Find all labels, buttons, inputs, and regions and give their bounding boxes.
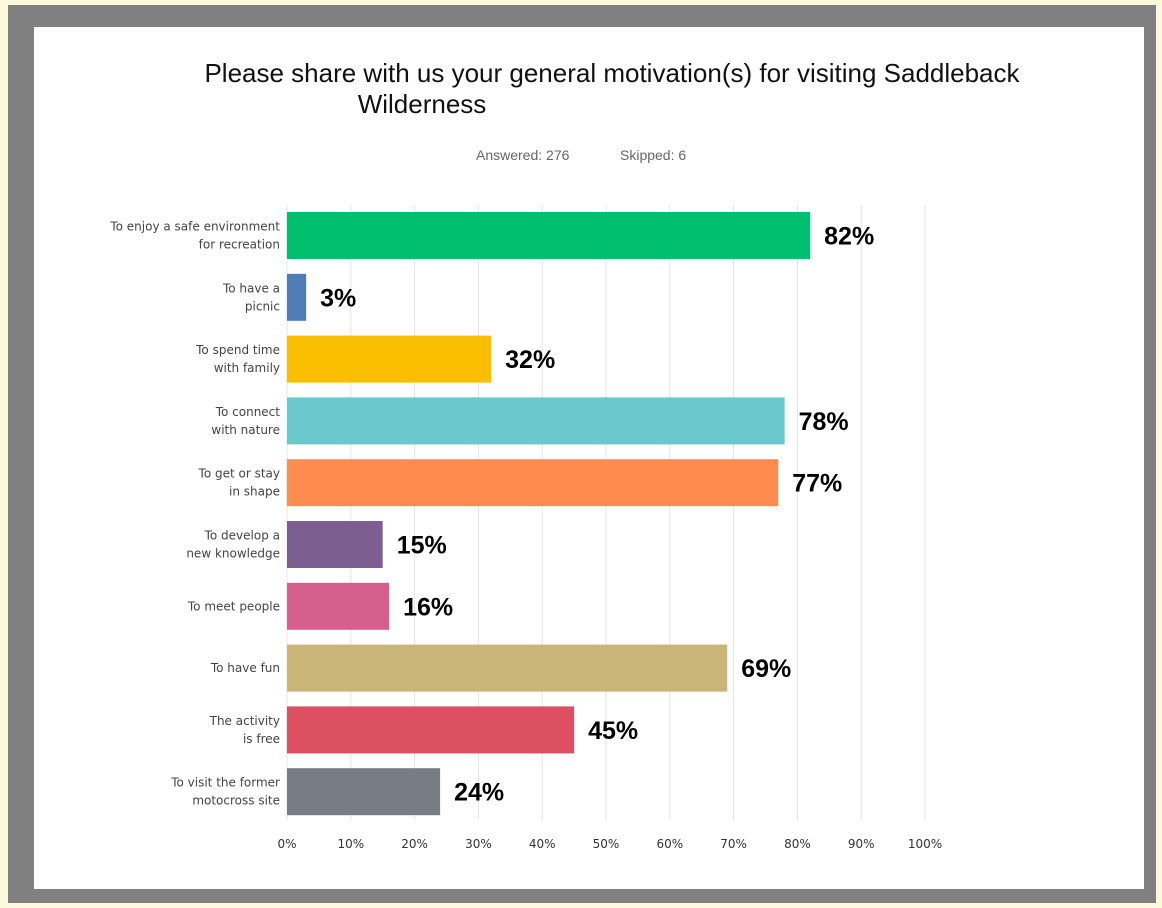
bar [287, 582, 390, 630]
value-label: 15% [397, 532, 447, 560]
x-tick-label: 60% [656, 837, 683, 851]
category-label: in shape [229, 485, 280, 499]
chart-title: Please share with us your general motiva… [204, 58, 1020, 119]
value-label: 24% [454, 779, 504, 807]
x-tick-label: 10% [337, 837, 364, 851]
x-tick-label: 20% [401, 837, 428, 851]
bars [287, 212, 811, 816]
chart-panel [34, 27, 1144, 889]
chart-title-line-1: Please share with us your general motiva… [204, 58, 1020, 88]
value-label: 32% [505, 346, 555, 374]
value-label: 82% [824, 223, 874, 251]
category-label: To enjoy a safe environment [109, 220, 280, 234]
x-axis-ticks: 0% 10% 20% 30% 40% 50% 60% 70% 80% 90% 100% [277, 837, 942, 851]
category-labels: To enjoy a safe environment for recreatio… [109, 220, 280, 808]
bar [287, 768, 441, 816]
answered-count: Answered: 276 [476, 147, 570, 163]
bar [287, 273, 307, 321]
bar [287, 335, 492, 383]
bar [287, 521, 383, 568]
skipped-count: Skipped: 6 [620, 147, 686, 163]
category-label: To connect [215, 405, 281, 419]
x-tick-label: 100% [908, 837, 942, 851]
category-label: To get or stay [198, 467, 280, 481]
value-label: 69% [741, 655, 791, 683]
bar [287, 459, 779, 507]
value-label: 45% [588, 717, 638, 745]
category-label: To spend time [195, 343, 280, 357]
x-tick-label: 80% [784, 837, 811, 851]
category-label: To develop a [204, 529, 280, 543]
bar [287, 644, 728, 692]
x-tick-label: 70% [720, 837, 747, 851]
value-label: 77% [792, 470, 842, 498]
category-label: for recreation [199, 238, 280, 252]
category-label: The activity [209, 714, 280, 728]
value-label: 16% [403, 593, 453, 621]
category-label: To meet people [187, 599, 280, 613]
x-tick-label: 40% [529, 837, 556, 851]
category-label: with nature [211, 423, 280, 437]
bar [287, 706, 575, 754]
category-label: To have a [222, 281, 280, 295]
category-label: new knowledge [186, 547, 280, 561]
chart-title-line-2: Wilderness [358, 89, 487, 119]
category-label: picnic [245, 299, 280, 313]
x-tick-label: 50% [593, 837, 620, 851]
value-labels: 82% 3% 32% 78% 77% 15% 16% 69% 45% 24% [320, 223, 874, 807]
value-label: 78% [799, 408, 849, 436]
value-label: 3% [320, 284, 356, 312]
x-tick-label: 0% [277, 837, 296, 851]
category-label: To visit the former [170, 776, 280, 790]
category-label: motocross site [192, 794, 280, 808]
bar [287, 397, 785, 445]
category-label: is free [243, 732, 280, 746]
bar [287, 212, 811, 259]
category-label: with family [214, 361, 280, 375]
category-label: To have fun [210, 661, 280, 675]
x-tick-label: 30% [465, 837, 492, 851]
x-tick-label: 90% [848, 837, 875, 851]
